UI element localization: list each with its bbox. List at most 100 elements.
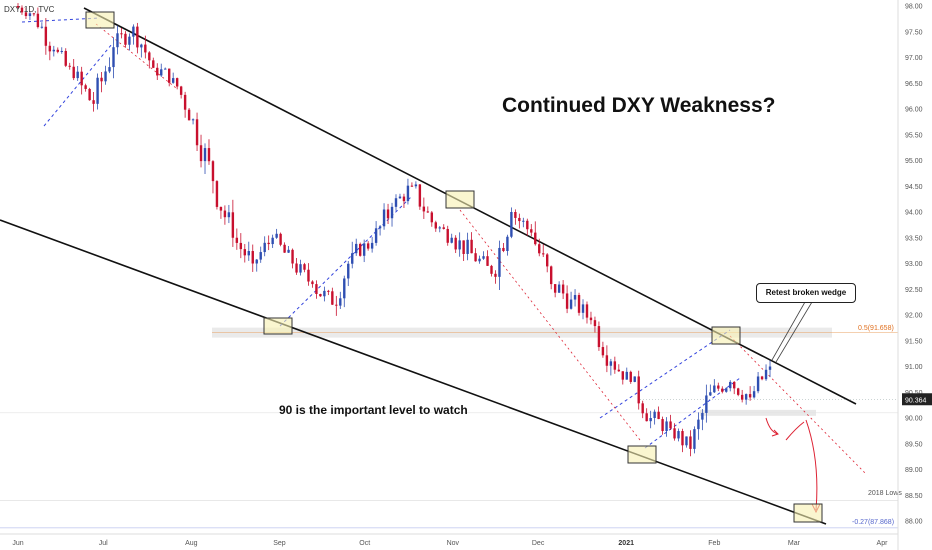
candle-body <box>386 209 390 219</box>
candle-body <box>438 227 441 229</box>
candle-body <box>744 394 748 400</box>
candle-body <box>199 145 203 162</box>
candle-body <box>219 206 223 211</box>
candle-body <box>605 355 609 366</box>
candle-body <box>144 44 147 53</box>
y-tick-label: 93.00 <box>905 261 923 268</box>
pivot-box-feb <box>711 326 741 345</box>
candle-body <box>478 258 481 262</box>
candle-body <box>569 299 573 309</box>
candle-body <box>561 284 565 294</box>
candle-body <box>542 253 545 255</box>
candle-body <box>768 366 772 370</box>
candle-body <box>283 244 286 253</box>
callout-pointer-2 <box>775 301 813 363</box>
candle-body <box>319 293 322 297</box>
candle-body <box>530 229 533 233</box>
candle-body <box>681 431 684 446</box>
candle-body <box>677 431 680 439</box>
candle-body <box>733 381 736 389</box>
candle-body <box>705 395 708 413</box>
candle-body <box>132 26 135 37</box>
candle-body <box>378 226 382 229</box>
y-tick-label: 94.00 <box>905 210 923 217</box>
candle-body <box>84 85 87 89</box>
candle-body <box>339 298 342 306</box>
candle-body <box>64 50 67 66</box>
projection-line-1 <box>95 23 177 89</box>
candle-body <box>609 361 613 366</box>
last-price-tag: 90.364 <box>902 393 932 406</box>
forecast-arrow-1-head <box>771 429 779 437</box>
projection-line-3 <box>729 335 867 475</box>
pivot-box-jan <box>627 445 657 464</box>
candle-body <box>553 284 557 293</box>
wedge-line-2 <box>279 195 413 327</box>
candle-body <box>398 196 402 199</box>
pivot-box-jul <box>85 11 115 29</box>
overlay-layer <box>0 7 867 525</box>
candle-body <box>446 228 449 243</box>
y-tick-label: 89.50 <box>905 441 923 448</box>
candle-body <box>183 94 187 110</box>
candle-body <box>223 210 227 218</box>
forecast-arrow-3 <box>805 419 818 511</box>
candle-body <box>382 209 386 227</box>
candle-body <box>295 263 298 273</box>
candle-body <box>414 184 418 187</box>
candle-body <box>366 243 370 249</box>
candle-body <box>565 293 569 309</box>
candle-body <box>422 206 426 212</box>
candle-body <box>88 88 91 101</box>
candle-body <box>116 33 119 48</box>
candle-body <box>259 252 262 260</box>
x-tick-label: Jun <box>12 540 23 547</box>
pivot-box-sep <box>263 317 293 335</box>
y-tick-label: 90.00 <box>905 416 923 423</box>
candle-body <box>474 253 477 262</box>
candle-body <box>486 256 489 266</box>
candle-body <box>36 13 40 28</box>
candle-body <box>760 376 764 380</box>
candle-body <box>701 412 704 420</box>
projection-line-2 <box>459 209 641 441</box>
y-tick-label: 88.00 <box>905 519 923 526</box>
candle-body <box>470 239 473 254</box>
candle-body <box>549 266 553 285</box>
candle-body <box>331 291 334 305</box>
candle-body <box>641 403 644 414</box>
candle-body <box>72 66 75 79</box>
candle-body <box>709 392 712 396</box>
candle-body <box>299 264 302 273</box>
candle-body <box>466 239 469 254</box>
candle-body <box>426 211 430 213</box>
candle-body <box>168 68 171 83</box>
candle-body <box>355 243 358 254</box>
y-tick-label: 92.00 <box>905 313 923 320</box>
candle-body <box>104 71 107 82</box>
candle-body <box>752 391 756 398</box>
x-tick-label: Nov <box>447 540 460 547</box>
candle-body <box>490 265 493 274</box>
candle-body <box>557 284 561 293</box>
candle-body <box>637 376 640 404</box>
candle-body <box>649 418 652 422</box>
labels-layer: 0.5(91.658) 2018 Lows -0.27(87.868) <box>852 325 902 526</box>
candle-body <box>697 419 700 430</box>
candle-body <box>68 65 71 67</box>
candle-body <box>522 220 525 222</box>
candle-body <box>573 295 577 300</box>
pivot-box-nov <box>445 190 475 209</box>
candle-body <box>279 233 282 245</box>
x-tick-label: Oct <box>359 540 370 547</box>
candle-body <box>748 394 752 398</box>
candle-body <box>80 71 83 86</box>
candle-body <box>323 290 326 297</box>
candle-body <box>494 273 497 277</box>
wedge-line-4 <box>644 377 741 449</box>
candle-body <box>458 240 461 250</box>
candle-body <box>362 243 366 256</box>
channel-lower-line <box>0 219 827 525</box>
candle-body <box>255 259 258 264</box>
